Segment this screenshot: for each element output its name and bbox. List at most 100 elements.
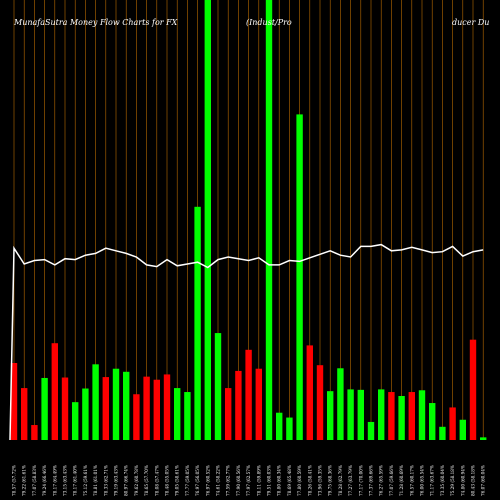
bar — [255, 368, 262, 440]
bar — [276, 412, 283, 440]
bar — [337, 368, 344, 440]
x-tick-label: 78.17 (64.49% — [52, 465, 57, 496]
bar — [194, 206, 201, 440]
bar — [357, 389, 364, 440]
x-tick-label: 76.00 (65.54% — [420, 465, 425, 496]
x-tick-label: 79.22 (61.61% — [22, 465, 27, 496]
price-line-path — [9, 243, 484, 441]
x-tick-label: 79.62 (60.78% — [134, 465, 139, 496]
bar — [235, 370, 242, 440]
bar — [21, 388, 28, 440]
x-tick-label: 77.97 (62.57% — [246, 465, 251, 496]
bar — [123, 371, 130, 440]
chart-subtitle-continued: ducer Du — [452, 18, 489, 27]
bar — [480, 437, 487, 440]
x-tick-label: 73.96 (59.35% — [318, 465, 323, 496]
x-tick-label: 78.11 (59.89% — [256, 465, 261, 496]
bar — [408, 392, 415, 440]
bar — [174, 388, 181, 440]
x-tick-label: 76.27 (65.59% — [379, 465, 384, 496]
bar — [296, 114, 303, 441]
x-tick-label: 78.80 (60.34% — [277, 465, 282, 496]
x-tick-label: 77.17 (70.00% — [358, 465, 363, 496]
x-tick-label: 78.08 (57.47% — [154, 465, 159, 496]
x-tick-label: 77.07 (59.66% — [389, 465, 394, 496]
bar — [102, 377, 109, 440]
bar — [378, 389, 385, 440]
bar — [367, 421, 375, 440]
bar — [163, 374, 171, 440]
bar — [245, 349, 252, 440]
x-tick-label: 77.59 (62.77% — [226, 465, 231, 496]
bar — [204, 0, 211, 440]
x-tick-label: 78.57 (57.72% — [12, 465, 17, 496]
x-tick-label: 78.28 (62.79% — [338, 465, 343, 496]
x-tick-label: 79.51 (60.03% — [267, 465, 272, 496]
x-tick-label: 78.81 (61.01% — [93, 465, 98, 496]
x-tick-label: 77.37 (69.66% — [369, 465, 374, 496]
bar — [31, 425, 38, 440]
bar — [92, 364, 99, 440]
bar — [265, 0, 273, 440]
x-tick-label: 80.43 (58.18% — [471, 465, 476, 496]
bar — [388, 392, 395, 440]
bar — [286, 417, 293, 440]
x-tick-label: 76.97 (56.05% — [195, 465, 200, 496]
x-tick-label: 77.77 (59.05% — [185, 465, 190, 496]
bar — [398, 396, 405, 440]
x-tick-labels: 78.57 (57.72% 79.22 (61.61% 77.07 (58.83% 7… — [12, 465, 486, 496]
bar — [316, 365, 324, 440]
x-tick-label: 74.80 (60.94% — [460, 465, 465, 496]
x-tick-label: 79.05 (58.61% — [175, 465, 180, 496]
x-tick-label: 76.57 (60.17% — [409, 465, 414, 496]
bar — [418, 390, 426, 440]
bar — [143, 376, 150, 440]
bar — [184, 392, 191, 440]
x-tick-label: 73.15 (63.43% — [63, 465, 68, 496]
bar — [469, 339, 477, 440]
bar — [112, 368, 120, 440]
x-tick-label: 76.97 (60.52% — [205, 465, 210, 496]
bar — [61, 377, 69, 440]
x-tick-label: 78.69 (65.48% — [287, 465, 292, 496]
bar — [225, 388, 232, 440]
bar — [429, 403, 436, 440]
bar — [72, 402, 79, 440]
bar — [347, 389, 354, 440]
bar — [133, 394, 140, 440]
bar — [439, 426, 446, 440]
x-tick-label: 80.97 (66.74% — [124, 465, 129, 496]
x-tick-label: 79.24 (66.46% — [42, 465, 47, 496]
bar — [306, 345, 313, 440]
x-tick-label: 78.48 (55.05% — [165, 465, 170, 496]
x-tick-label: 77.27 (63.79% — [348, 465, 353, 496]
x-tick-label: 73.35 (60.04% — [440, 465, 445, 496]
x-tick-label: 78.17 (61.40% — [73, 465, 78, 496]
x-tick-label: 78.65 (57.70% — [144, 465, 149, 496]
x-tick-label: 71.17 (63.67% — [430, 465, 435, 496]
x-tick-label: 79.19 (63.43% — [114, 465, 119, 496]
bar — [153, 379, 160, 440]
chart-subtitle: (Indust/Pro — [246, 18, 292, 27]
x-tick-label: 76.07 (60.04% — [481, 465, 486, 496]
bar — [51, 343, 58, 440]
bar — [82, 388, 89, 440]
price-line — [9, 243, 484, 441]
bars — [10, 0, 487, 441]
x-tick-label: 77.90 (60.56% — [236, 465, 241, 496]
x-tick-label: 75.29 (58.18% — [450, 465, 455, 496]
x-tick-label: 78.33 (62.71% — [103, 465, 108, 496]
chart-title: MunafaSutra Money Flow Charts for FX — [13, 18, 178, 27]
x-tick-label: 79.75 (68.36% — [328, 465, 333, 496]
x-tick-label: 77.07 (58.83% — [32, 465, 37, 496]
x-tick-label: 78.26 (58.41% — [307, 465, 312, 496]
bar — [449, 407, 456, 440]
bar — [214, 333, 222, 440]
bar — [10, 363, 18, 440]
x-tick-label: 71.28 (60.69% — [399, 465, 404, 496]
bar — [327, 391, 334, 440]
x-tick-label: 77.80 (60.59% — [297, 465, 302, 496]
bar — [459, 419, 466, 440]
x-tick-label: 74.61 (58.22% — [216, 465, 221, 496]
